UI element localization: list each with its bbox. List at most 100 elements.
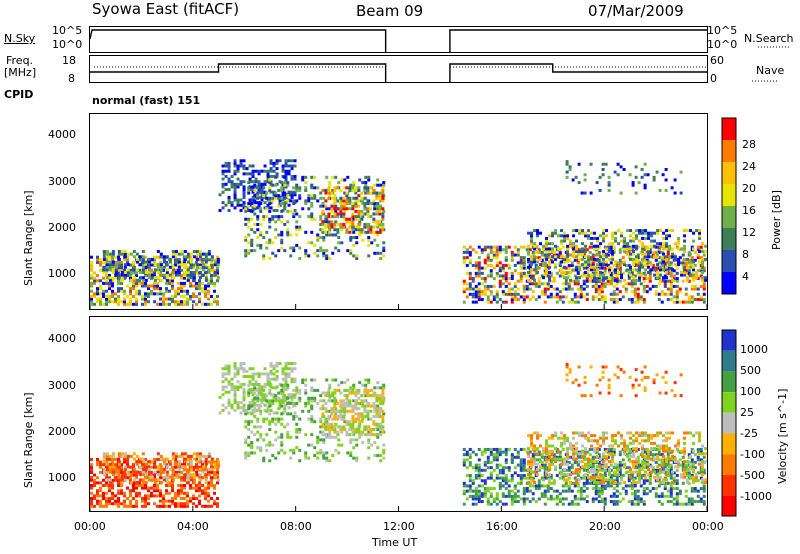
velocity-cell [351,417,355,421]
power-cell [268,199,272,203]
power-cell [236,201,240,205]
velocity-cell [669,494,673,498]
velocity-cell [192,502,195,506]
velocity-cell [348,404,352,408]
power-cell [483,287,487,291]
power-cell [588,261,592,265]
velocity-cell [227,401,231,405]
velocity-cell [221,375,225,379]
velocity-cell [558,455,562,459]
velocity-cell [606,484,610,488]
power-cell [247,191,251,195]
power-cell [275,209,279,212]
velocity-cell [322,451,326,455]
velocity-cell [207,460,210,464]
power-cell [195,263,199,267]
power-cell [369,191,373,195]
power-cell [546,282,550,286]
velocity-cell [111,452,115,456]
power-cell [198,263,201,267]
power-cell [510,287,514,291]
velocity-cell [162,504,165,508]
velocity-cell [576,455,580,459]
power-cell [615,282,619,286]
velocity-cell [96,457,99,461]
power-cell [495,250,499,254]
velocity-cell [93,483,96,487]
power-cell [254,177,258,181]
power-cell [545,244,549,248]
power-cell [334,175,338,179]
power-cell [657,277,661,281]
power-cell [287,190,291,194]
velocity-cell [693,466,697,470]
power-cell [462,290,466,294]
velocity-cell [534,487,538,491]
power-cell [333,207,337,211]
power-cell [269,169,273,173]
power-cell [99,258,102,262]
velocity-cell [489,487,493,491]
power-cell [381,207,385,211]
power-cell [334,246,338,250]
velocity-cell [313,446,317,450]
power-cell [213,284,216,288]
velocity-cell [561,447,565,451]
velocity-cell [627,466,631,470]
power-cell [327,215,331,219]
power-cell [180,268,183,272]
velocity-cell [233,362,237,366]
power-cell [278,180,282,184]
velocity-cell [244,454,248,458]
velocity-cell [542,478,546,482]
power-cell [549,284,553,288]
power-cell [144,297,147,301]
velocity-cell [177,502,180,506]
power-cell [522,295,526,299]
power-cell [533,229,537,233]
velocity-cell [527,473,531,477]
power-cell [351,188,355,192]
power-cell [504,274,508,278]
velocity-cell [345,409,349,413]
power-cell [585,248,589,252]
power-cell [351,212,355,216]
power-cell [690,263,694,267]
velocity-cell [375,394,379,398]
velocity-cell [527,460,531,464]
power-cell [277,217,281,221]
power-cell [277,233,281,237]
power-cell [510,295,514,299]
velocity-cell [321,412,325,416]
power-cell [218,193,222,197]
velocity-cell [624,466,628,470]
power-cell [361,202,365,206]
velocity-cell [245,369,249,373]
velocity-cell [522,492,526,496]
velocity-cell [528,476,532,480]
velocity-cell [280,399,284,403]
power-cell [111,268,115,272]
velocity-cell [357,401,361,405]
velocity-cell [156,486,159,490]
power-cell [585,277,589,281]
power-cell [189,257,193,261]
power-cell [557,247,561,251]
power-cell [325,249,329,253]
velocity-cell [204,462,208,466]
power-cell [355,236,359,240]
power-cell [336,207,340,211]
power-cell [675,277,679,281]
velocity-cell [340,407,344,411]
power-cell [123,273,127,277]
power-cell [117,294,120,298]
velocity-cell [298,388,302,392]
power-cell [327,196,331,200]
velocity-cell [465,466,469,470]
power-cell [492,256,496,260]
power-cell [204,278,208,282]
velocity-cell [153,483,156,487]
power-cell [522,263,526,267]
velocity-cell [609,476,613,480]
velocity-cell [162,467,166,471]
